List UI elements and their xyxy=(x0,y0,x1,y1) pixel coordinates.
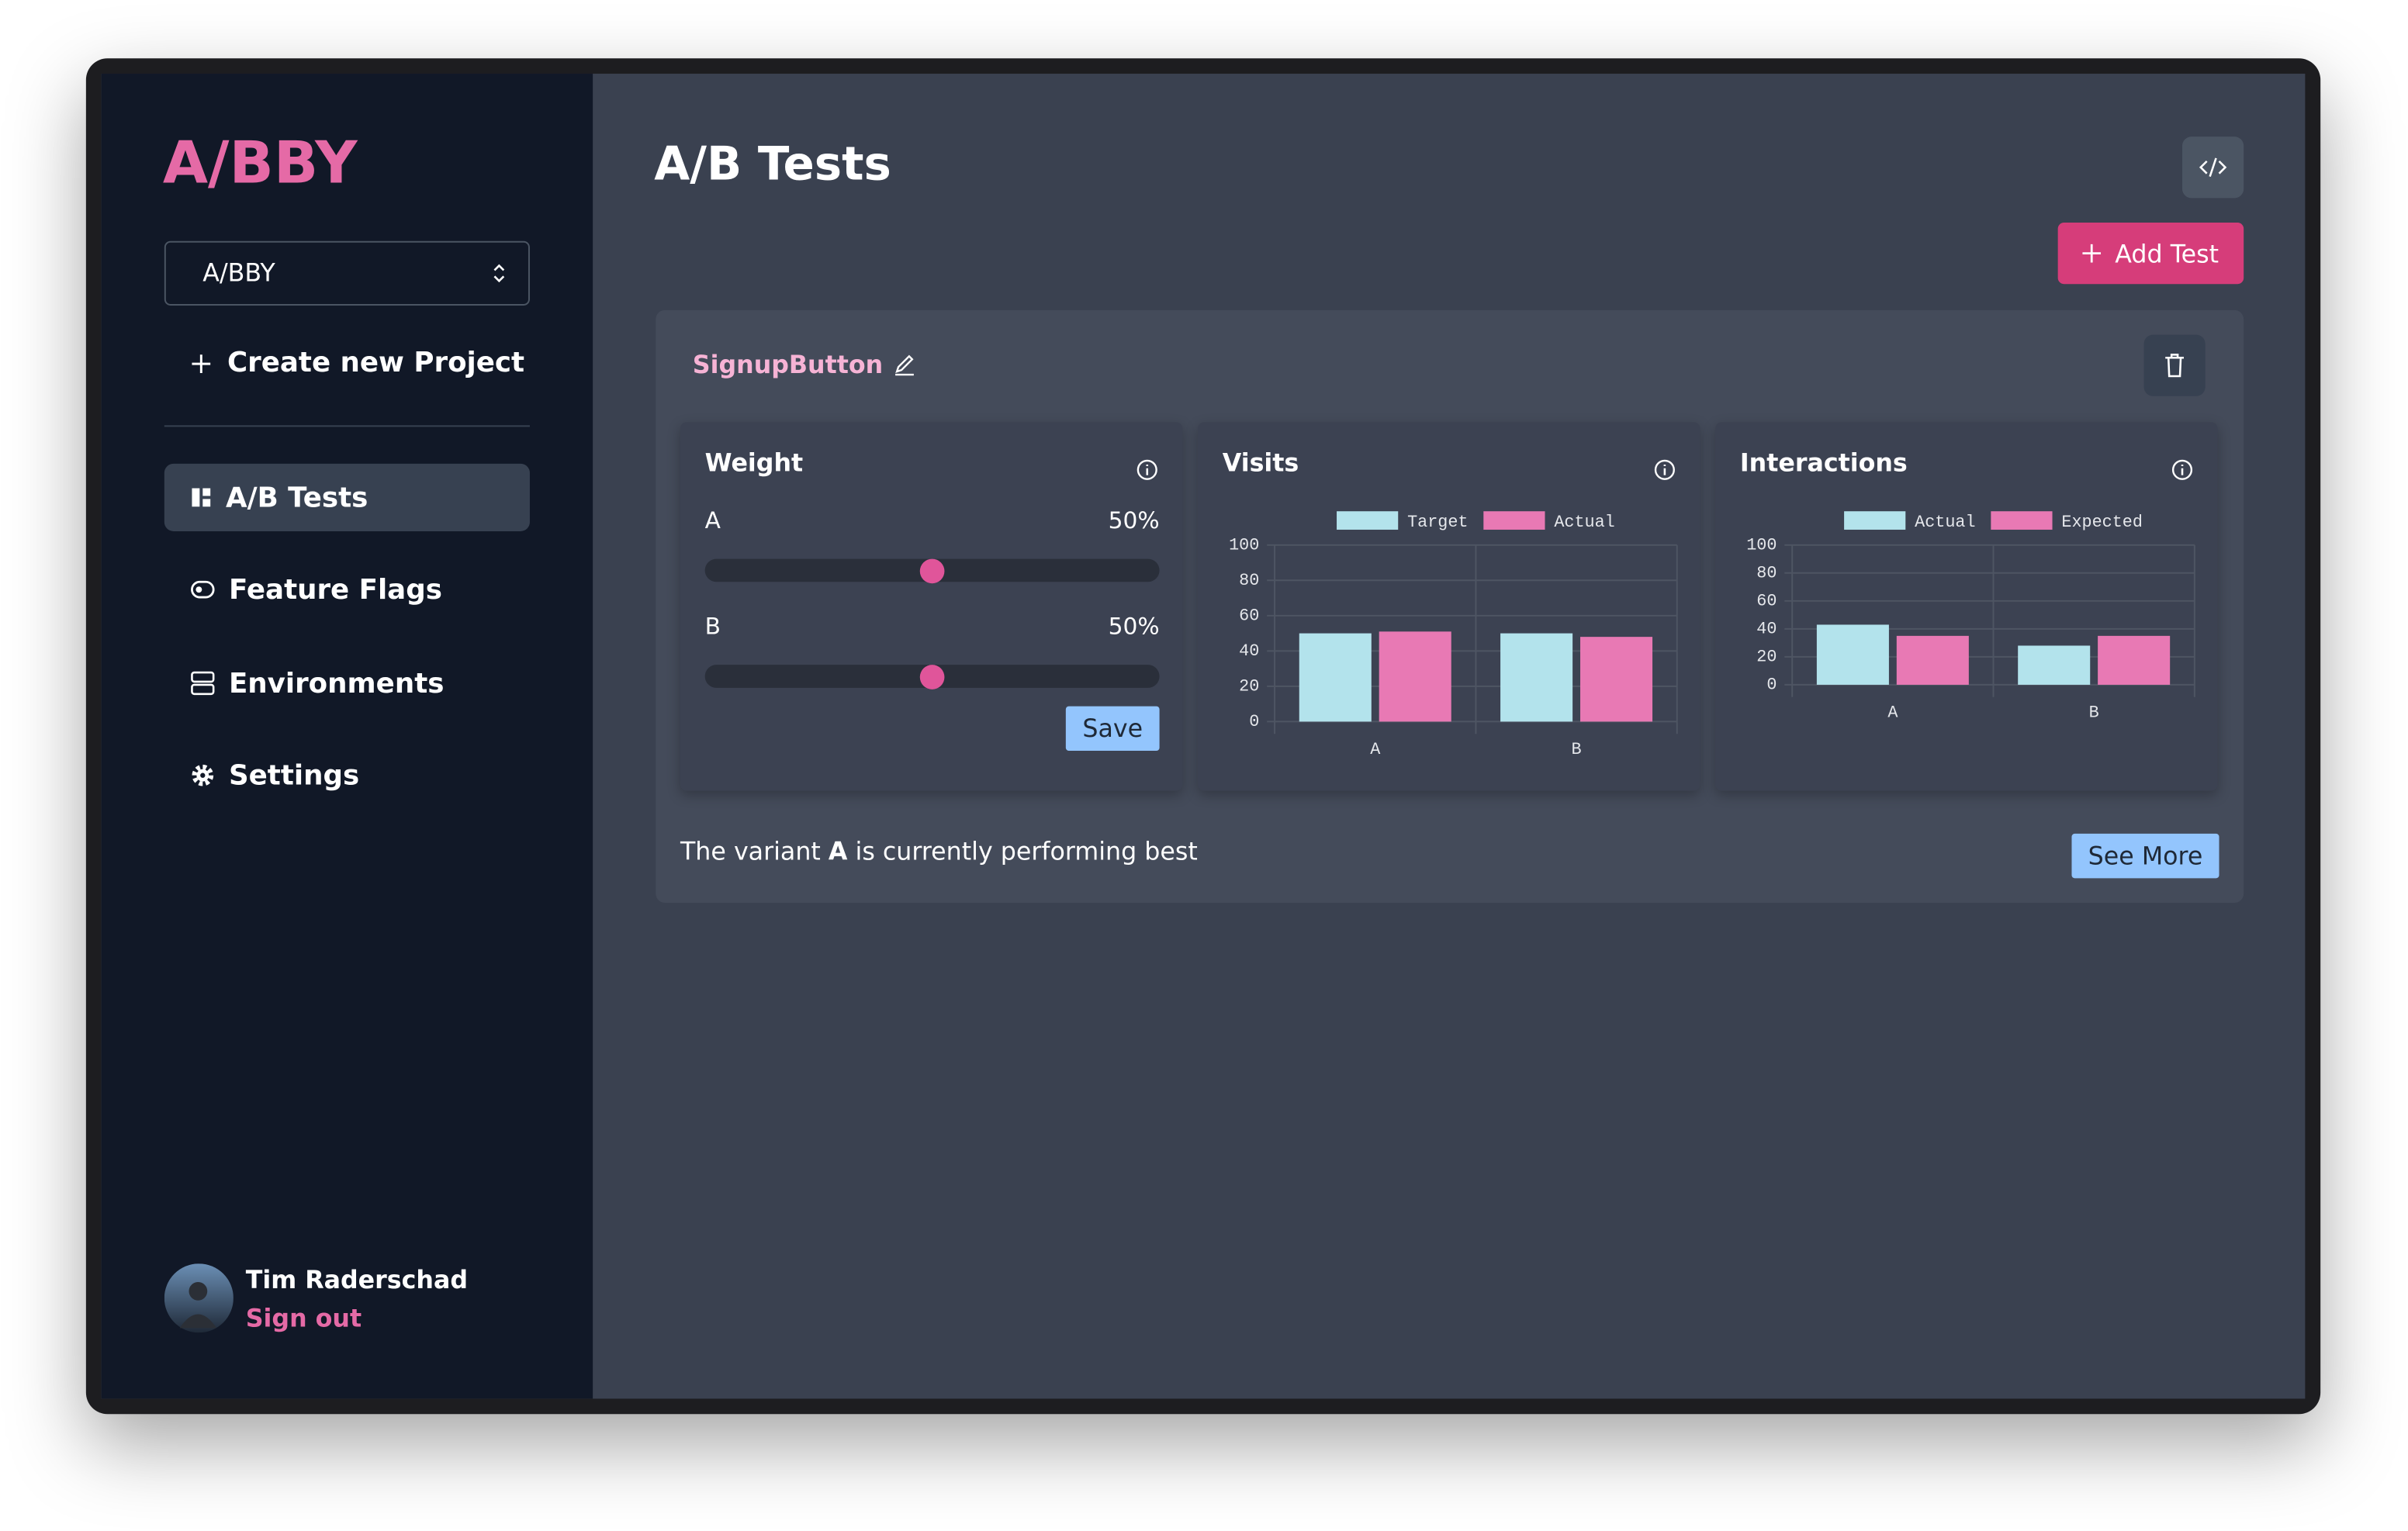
info-icon[interactable] xyxy=(1137,459,1158,481)
legend-swatch xyxy=(1483,511,1545,530)
y-tick-label: 40 xyxy=(1239,641,1259,661)
nav-item[interactable]: Settings xyxy=(164,741,530,809)
avatar xyxy=(164,1263,234,1333)
x-tick-label: A xyxy=(1887,703,1898,722)
create-project[interactable]: Create new Project xyxy=(190,347,524,379)
bar xyxy=(1816,624,1889,685)
nav-text: Feature Flags xyxy=(228,573,442,606)
user-name: Tim Raderschad xyxy=(245,1265,469,1294)
y-tick-label: 80 xyxy=(1756,564,1777,583)
bar xyxy=(1379,631,1451,722)
select-arrows xyxy=(493,264,505,283)
y-tick-label: 100 xyxy=(1229,536,1259,555)
page-title: A/B Tests xyxy=(654,138,891,192)
nav-icon xyxy=(191,580,215,599)
panel-title: Interactions xyxy=(1739,448,1908,478)
variant-weight: 50% xyxy=(1108,506,1160,534)
panel-title: Visits xyxy=(1222,448,1299,478)
nav-text: Settings xyxy=(228,759,360,792)
bar xyxy=(1299,633,1372,722)
plus-icon xyxy=(2082,244,2102,263)
variant-weight: 50% xyxy=(1108,612,1160,641)
legend-swatch xyxy=(1991,511,2053,530)
summary-text: is currently performing best xyxy=(855,836,1198,866)
y-tick-label: 60 xyxy=(1239,607,1259,626)
y-tick-label: 0 xyxy=(1766,676,1777,695)
y-tick-label: 20 xyxy=(1239,677,1259,696)
info-icon[interactable] xyxy=(1654,459,1676,481)
code-button[interactable] xyxy=(2182,137,2244,199)
project-select[interactable]: A/BBY xyxy=(164,240,530,306)
x-tick-label: A xyxy=(1370,740,1381,759)
plus-icon xyxy=(192,354,211,373)
nav-item[interactable]: A/B Tests xyxy=(164,463,530,531)
save-button[interactable]: Save xyxy=(1065,706,1160,752)
bar xyxy=(2018,645,2091,685)
slider-thumb xyxy=(919,664,945,689)
sign-out[interactable]: Sign out xyxy=(245,1303,362,1333)
slider-track xyxy=(704,664,1160,689)
legend-label: Actual xyxy=(1915,513,1975,532)
variant-name: A xyxy=(704,506,721,534)
info-icon[interactable] xyxy=(2171,459,2193,481)
legend-swatch xyxy=(1844,511,1906,530)
nav-icon xyxy=(191,671,215,696)
nav-item[interactable]: Feature Flags xyxy=(164,556,530,624)
nav-text: A/B Tests xyxy=(226,481,368,514)
summary-text: The variant xyxy=(680,836,821,866)
see-more-button[interactable]: See More xyxy=(2071,833,2219,879)
divider xyxy=(164,425,530,427)
bar xyxy=(1896,635,1969,685)
slider-thumb xyxy=(919,558,945,583)
legend-label: Actual xyxy=(1554,513,1614,532)
weight-panel: Weight A 50% B 50% Save xyxy=(680,422,1183,791)
x-tick-label: B xyxy=(1572,740,1582,759)
slider-track xyxy=(704,558,1160,583)
add-test-button[interactable]: Add Test xyxy=(2057,223,2244,285)
y-tick-label: 100 xyxy=(1746,536,1777,555)
create-project-text: Create new Project xyxy=(227,347,525,379)
delete-button[interactable] xyxy=(2143,334,2206,396)
variant-name: B xyxy=(704,612,721,641)
code-icon xyxy=(2199,157,2227,178)
app: A/BBY A/BBY Create new Project A/B Tests… xyxy=(101,74,2306,1399)
edit-icon[interactable] xyxy=(892,353,917,378)
legend-swatch xyxy=(1337,511,1399,530)
add-test-text: Add Test xyxy=(2115,238,2219,268)
interactions-panel: Interactions 0 20 40 60 80 100 A B Actual Expecte… xyxy=(1715,422,2218,791)
legend-label: Expected xyxy=(2061,513,2143,532)
x-tick-label: B xyxy=(2089,703,2099,722)
sidebar: A/BBY A/BBY Create new Project A/B Tests… xyxy=(101,74,593,1399)
nav-item[interactable]: Environments xyxy=(164,649,530,717)
y-tick-label: 0 xyxy=(1249,712,1259,731)
interactions-chart: 0 20 40 60 80 100 A B Actual Expected xyxy=(1746,511,2195,722)
bar xyxy=(1500,633,1573,722)
visits-panel: Visits 0 20 40 60 80 100 A B Target Actual xyxy=(1198,422,1700,791)
panel-title: Weight xyxy=(704,448,804,478)
nav-icon xyxy=(192,764,214,786)
y-tick-label: 40 xyxy=(1756,620,1777,639)
bar xyxy=(1580,637,1653,722)
project-select-text: A/BBY xyxy=(202,257,275,288)
y-tick-label: 20 xyxy=(1756,648,1777,667)
y-tick-label: 80 xyxy=(1239,571,1259,590)
summary-variant: A xyxy=(828,836,848,866)
legend-label: Target xyxy=(1407,513,1468,532)
logo: A/BBY xyxy=(162,129,358,197)
nav-icon xyxy=(192,488,211,507)
bar xyxy=(2098,635,2171,685)
test-name: SignupButton xyxy=(692,350,884,379)
test-card: SignupButton Weight A 50% B 50% Save Visits… xyxy=(656,309,2244,904)
visits-chart: 0 20 40 60 80 100 A B Target Actual xyxy=(1229,511,1678,759)
summary: The variant A is currently performing be… xyxy=(680,837,1198,866)
trash-icon xyxy=(2165,354,2184,378)
nav-text: Environments xyxy=(228,667,445,700)
y-tick-label: 60 xyxy=(1756,592,1777,611)
